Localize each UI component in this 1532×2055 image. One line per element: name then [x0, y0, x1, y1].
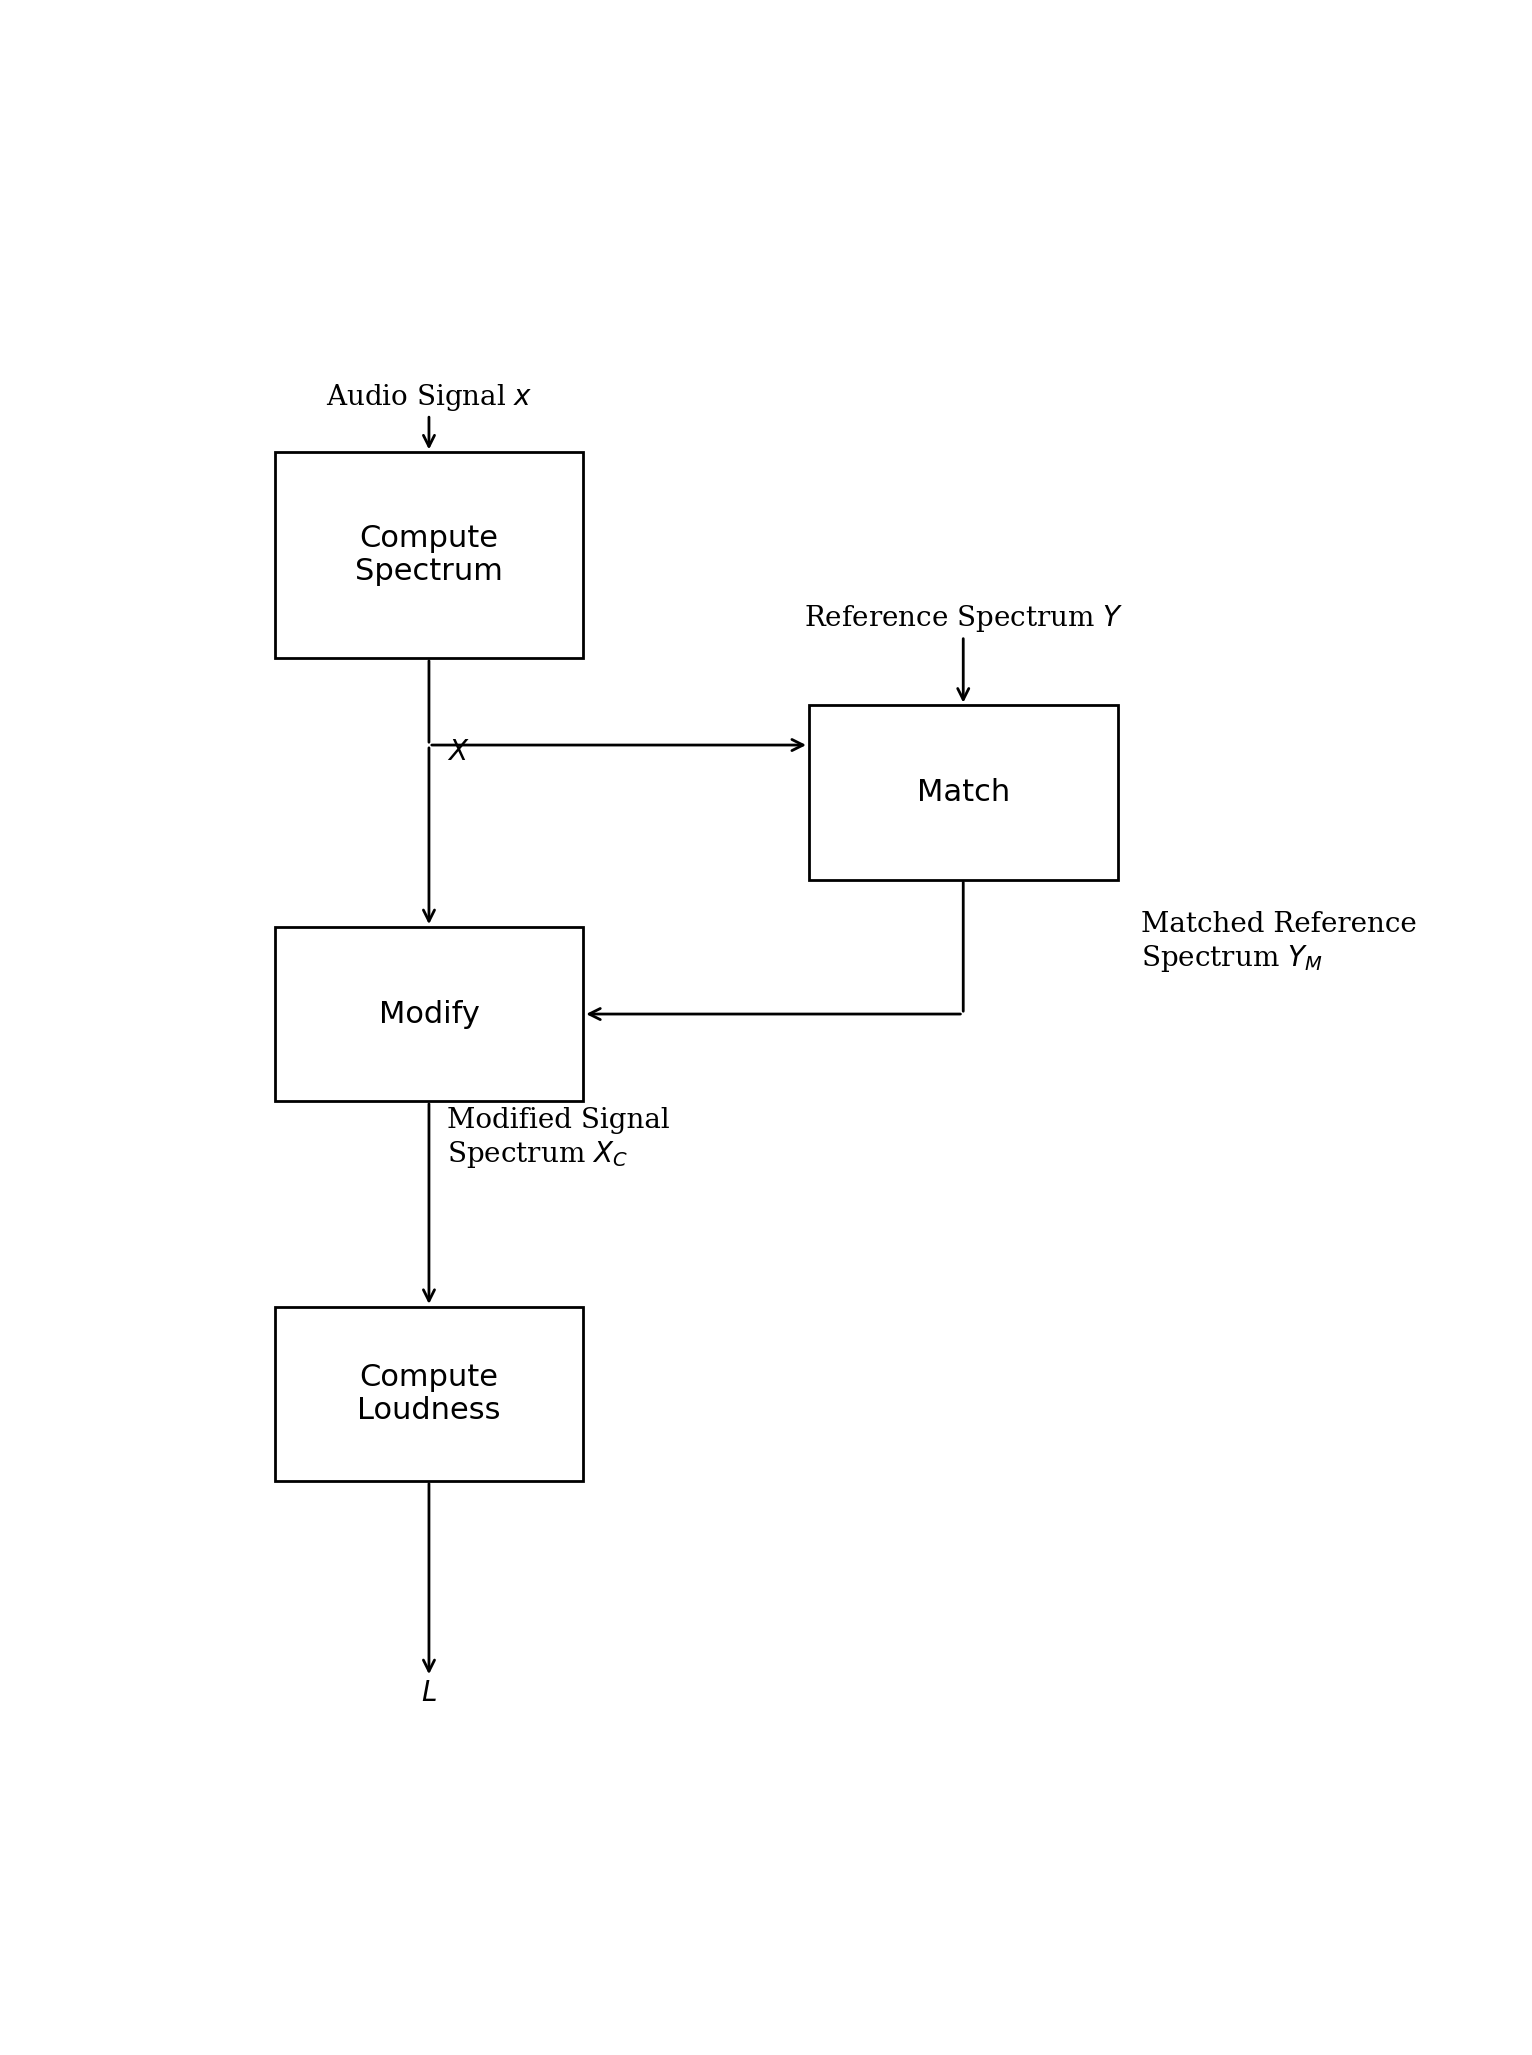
FancyBboxPatch shape [809, 705, 1118, 880]
Text: Matched Reference
Spectrum $Y_{M}$: Matched Reference Spectrum $Y_{M}$ [1141, 910, 1417, 974]
Text: Audio Signal $x$: Audio Signal $x$ [326, 382, 532, 413]
Text: $L$: $L$ [421, 1681, 437, 1708]
FancyBboxPatch shape [274, 452, 584, 658]
Text: Compute
Spectrum: Compute Spectrum [355, 524, 502, 586]
FancyBboxPatch shape [274, 1307, 584, 1482]
Text: $X$: $X$ [447, 740, 469, 767]
Text: Match: Match [916, 779, 1010, 808]
Text: Modified Signal
Spectrum $X_{C}$: Modified Signal Spectrum $X_{C}$ [447, 1108, 669, 1169]
Text: Reference Spectrum $Y$: Reference Spectrum $Y$ [804, 604, 1123, 635]
FancyBboxPatch shape [274, 927, 584, 1101]
Text: Compute
Loudness: Compute Loudness [357, 1362, 501, 1424]
Text: Modify: Modify [378, 999, 480, 1030]
